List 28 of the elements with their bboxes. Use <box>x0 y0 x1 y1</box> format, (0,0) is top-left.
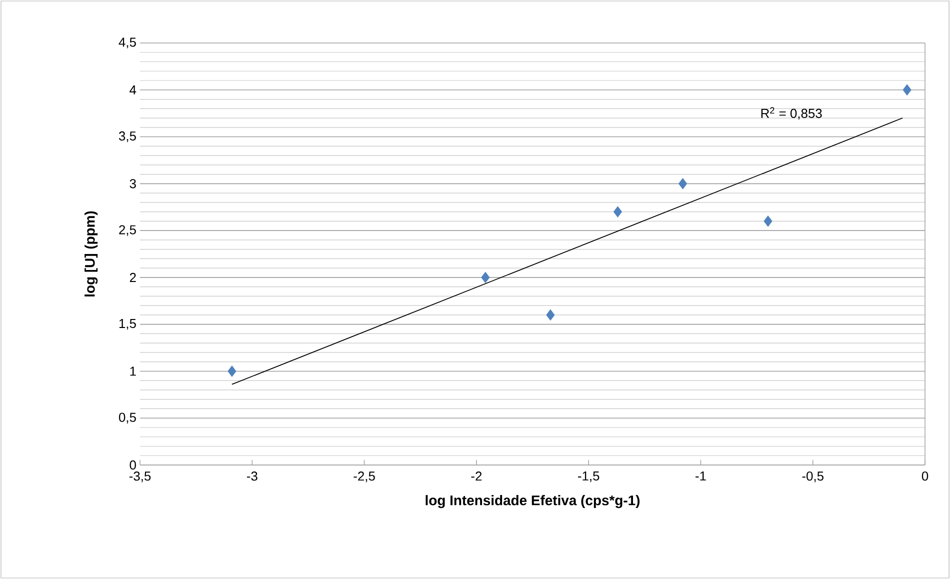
point <box>764 215 772 227</box>
point <box>481 272 490 284</box>
y-tick-label: 3,5 <box>118 131 136 142</box>
y-tick-label: 0,5 <box>118 412 136 424</box>
y-tick-label: 2 <box>130 272 136 282</box>
point <box>613 206 622 218</box>
annotation: R$^{2}$ = 0,853 <box>761 107 822 120</box>
x-tick-label: -1,5 <box>578 472 600 482</box>
x-axis-title: log Intensidade Efetiva (cps*g-1) <box>426 495 640 508</box>
x-tick-label: -2,5 <box>354 472 375 482</box>
y-tick-label: 2,5 <box>119 225 136 236</box>
point <box>902 84 912 96</box>
y-tick-label: 3 <box>130 179 136 188</box>
x-tick-label: -2 <box>471 472 482 481</box>
y-tick-label: 4 <box>130 85 136 94</box>
y-axis-title: log [U] (ppm) <box>84 211 98 296</box>
point <box>228 366 236 377</box>
y-tick-label: 4,5 <box>118 38 136 48</box>
point <box>546 309 555 321</box>
x-tick-label: 0 <box>922 472 928 481</box>
y-tick-label: 1,5 <box>119 319 136 330</box>
x-tick-label: -1 <box>696 472 706 480</box>
y-tick-label: 0 <box>130 460 136 470</box>
x-tick-label: -0,5 <box>802 472 824 482</box>
y-tick-label: 1 <box>130 366 136 376</box>
x-tick-label: -3 <box>246 472 258 481</box>
x-tick-label: -3,5 <box>129 472 151 482</box>
point <box>678 178 688 190</box>
